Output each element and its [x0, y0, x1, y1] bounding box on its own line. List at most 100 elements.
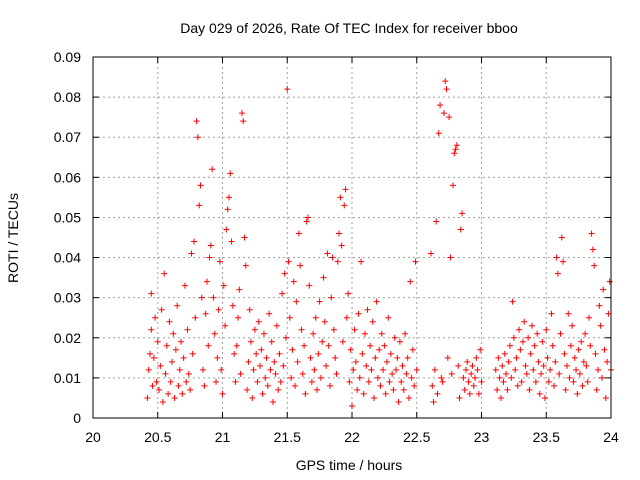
data-point — [286, 314, 293, 321]
data-point — [354, 386, 361, 393]
data-point — [543, 326, 550, 333]
data-point — [205, 342, 212, 349]
data-point — [247, 338, 254, 345]
data-point — [356, 374, 363, 381]
data-point — [150, 354, 157, 361]
data-point — [377, 382, 384, 389]
data-point — [148, 290, 155, 297]
x-tick-label: 20 — [85, 429, 101, 445]
data-point — [399, 362, 406, 369]
data-point — [341, 202, 348, 209]
data-point — [157, 362, 164, 369]
data-point — [380, 366, 387, 373]
data-point — [162, 370, 169, 377]
data-point — [409, 346, 416, 353]
data-point — [539, 338, 546, 345]
data-point — [167, 378, 174, 385]
data-point — [451, 150, 458, 157]
data-point — [560, 258, 567, 265]
data-point — [565, 310, 572, 317]
data-point — [324, 250, 331, 257]
data-point — [457, 226, 464, 233]
data-point — [316, 298, 323, 305]
data-point — [372, 354, 379, 361]
data-point — [263, 354, 270, 361]
data-point — [534, 330, 541, 337]
y-tick-label: 0.01 — [54, 370, 81, 386]
data-point — [216, 258, 223, 265]
data-point — [398, 378, 405, 385]
data-point — [363, 362, 370, 369]
data-point — [584, 378, 591, 385]
data-point — [225, 194, 232, 201]
data-point — [367, 342, 374, 349]
data-point — [605, 310, 612, 317]
data-point — [153, 378, 160, 385]
data-point — [468, 370, 475, 377]
data-point — [228, 238, 235, 245]
data-point — [470, 382, 477, 389]
data-point — [523, 370, 530, 377]
data-point — [181, 282, 188, 289]
data-point — [460, 374, 467, 381]
data-point — [262, 374, 269, 381]
data-point — [251, 326, 258, 333]
data-point — [201, 382, 208, 389]
data-point — [308, 378, 315, 385]
data-point — [163, 342, 170, 349]
data-point — [492, 366, 499, 373]
data-point — [312, 314, 319, 321]
data-point — [206, 254, 213, 261]
y-tick-label: 0.03 — [54, 290, 81, 306]
data-point — [433, 218, 440, 225]
data-point — [337, 194, 344, 201]
data-point — [510, 334, 517, 341]
data-point — [332, 354, 339, 361]
data-point — [387, 350, 394, 357]
data-point — [535, 358, 542, 365]
data-point — [381, 342, 388, 349]
data-point — [355, 310, 362, 317]
data-point — [346, 378, 353, 385]
data-point — [548, 310, 555, 317]
data-point — [339, 338, 346, 345]
data-point — [527, 350, 534, 357]
data-point — [333, 370, 340, 377]
data-point — [497, 394, 504, 401]
data-point — [299, 370, 306, 377]
data-point — [389, 370, 396, 377]
data-point — [170, 330, 177, 337]
data-point — [593, 386, 600, 393]
data-point — [442, 78, 449, 85]
data-point — [268, 338, 275, 345]
data-point — [304, 214, 311, 221]
data-point — [456, 394, 463, 401]
x-tick-label: 21.5 — [274, 429, 301, 445]
data-point — [580, 358, 587, 365]
data-point — [210, 294, 217, 301]
data-point — [323, 362, 330, 369]
data-point — [403, 370, 410, 377]
data-point — [390, 386, 397, 393]
data-point — [393, 366, 400, 373]
data-point — [369, 318, 376, 325]
data-point — [508, 374, 515, 381]
data-point — [213, 378, 220, 385]
data-point — [563, 362, 570, 369]
y-tick-label: 0.04 — [54, 250, 81, 266]
data-point — [412, 258, 419, 265]
data-point — [325, 342, 332, 349]
data-point — [145, 366, 152, 373]
data-point — [350, 366, 357, 373]
data-point — [440, 110, 447, 117]
data-point — [219, 390, 226, 397]
data-points — [144, 78, 614, 409]
data-point — [517, 346, 524, 353]
data-point — [293, 298, 300, 305]
data-point — [552, 358, 559, 365]
data-point — [569, 322, 576, 329]
data-point — [187, 386, 194, 393]
data-point — [259, 390, 266, 397]
data-point — [249, 394, 256, 401]
